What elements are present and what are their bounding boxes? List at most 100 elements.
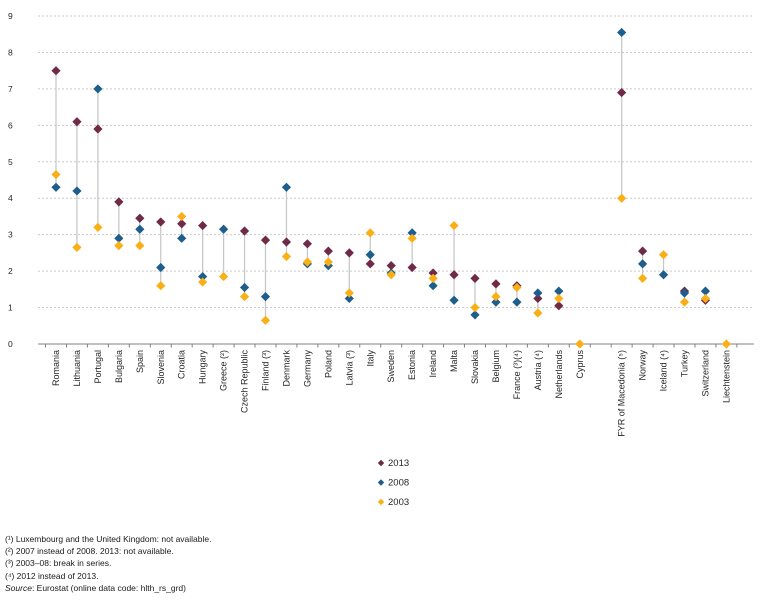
country-column: FYR of Macedonia (⁵) — [617, 27, 627, 437]
country-column: Italy — [365, 228, 375, 367]
data-point-2003 — [51, 169, 61, 180]
country-column: Romania — [51, 66, 61, 386]
data-point-2003 — [260, 315, 271, 325]
country-column: France (³)(⁴) — [512, 281, 522, 399]
data-point-2008 — [239, 282, 250, 293]
data-point-2003 — [365, 228, 375, 238]
y-axis-labels: 0 1 2 3 4 5 6 7 8 9 — [8, 11, 13, 349]
data-point-2013 — [365, 259, 375, 269]
x-category-label: Greece (²) — [219, 350, 229, 391]
data-point-2008 — [617, 27, 627, 38]
country-column: Austria (⁴) — [533, 288, 543, 390]
x-category-label: Poland — [323, 350, 333, 378]
x-category-label: Malta — [449, 350, 459, 372]
data-point-2008 — [93, 84, 103, 94]
x-category-label: France (³)(⁴) — [512, 350, 522, 399]
data-point-2013 — [114, 197, 124, 207]
data-point-2013 — [386, 261, 396, 271]
country-column: Turkey — [679, 286, 690, 377]
country-column: Croatia — [177, 211, 187, 379]
data-point-2003 — [491, 292, 501, 302]
data-point-2003 — [554, 293, 564, 304]
data-point-2008 — [512, 297, 522, 307]
x-category-label: FYR of Macedonia (⁵) — [617, 350, 627, 437]
legend-marker-2008 — [377, 479, 385, 486]
country-column: Denmark — [281, 182, 291, 387]
data-point-2013 — [407, 262, 417, 273]
data-point-2008 — [638, 259, 648, 269]
data-point-2003 — [93, 222, 103, 232]
x-category-label: Switzerland — [700, 350, 710, 397]
data-point-2013 — [239, 226, 250, 236]
country-column: Norway — [638, 246, 648, 381]
x-category-label: Slovakia — [470, 350, 480, 384]
dentists-chart: 0 1 2 3 4 5 6 7 8 9 Romania Lithuania Portugal Bulgar… — [8, 11, 754, 508]
source-text: : Eurostat (online data code: hlth_rs_gr… — [31, 582, 186, 593]
data-point-2003 — [407, 233, 417, 243]
data-point-2003 — [135, 241, 145, 251]
data-point-2013 — [449, 270, 459, 280]
country-column: Czech Republic — [240, 226, 250, 413]
country-column: Iceland (⁴) — [659, 250, 669, 391]
data-point-2003 — [679, 297, 690, 307]
data-point-2008 — [658, 270, 669, 280]
country-column: Portugal — [93, 84, 103, 384]
data-point-2003 — [386, 270, 396, 280]
data-point-2013 — [302, 239, 312, 249]
y-tick-label: 9 — [8, 11, 13, 21]
data-point-2013 — [135, 213, 145, 223]
country-column: Belgium — [491, 279, 501, 383]
data-point-2008 — [198, 271, 208, 282]
country-column: Greece (²) — [219, 224, 229, 391]
data-point-2008 — [177, 233, 187, 243]
data-point-2003 — [428, 273, 438, 284]
data-point-2008 — [114, 233, 124, 243]
data-point-2003 — [575, 339, 585, 349]
legend-label-2013: 2013 — [388, 458, 409, 469]
y-tick-label: 2 — [8, 266, 13, 276]
country-column: Cyprus — [575, 339, 585, 379]
country-column: Finland (³) — [260, 235, 271, 391]
x-category-label: Lithuania — [72, 350, 82, 387]
y-tick-label: 8 — [8, 47, 13, 57]
country-column: Spain — [135, 213, 145, 373]
footnote-2: (²) 2007 instead of 2008. 2013: not avai… — [5, 546, 174, 557]
data-point-2013 — [198, 220, 208, 231]
x-category-label: Bulgaria — [114, 350, 124, 383]
data-point-2008 — [135, 224, 145, 234]
x-category-label: Estonia — [407, 350, 417, 380]
legend-marker-2013 — [377, 459, 385, 467]
x-category-label: Germany — [302, 350, 312, 388]
data-point-2008 — [260, 292, 271, 302]
data-point-2013 — [617, 87, 627, 98]
data-point-2003 — [617, 193, 627, 203]
country-column: Poland — [323, 246, 333, 378]
data-point-2013 — [156, 217, 166, 227]
data-point-2008 — [344, 293, 354, 304]
x-category-label: Portugal — [93, 350, 103, 384]
footnote-1: (¹) Luxembourg and the United Kingdom: n… — [5, 534, 212, 544]
data-point-2003 — [302, 257, 312, 267]
footnotes-block: (¹) Luxembourg and the United Kingdom: n… — [5, 533, 211, 594]
country-column: Bulgaria — [114, 197, 124, 383]
x-category-label: Czech Republic — [240, 350, 250, 414]
legend: 2013 2008 2003 — [377, 458, 409, 508]
x-category-label: Ireland — [428, 350, 438, 378]
data-point-2013 — [428, 268, 438, 278]
country-column: Germany — [302, 239, 312, 387]
country-column: Lithuania — [72, 117, 82, 387]
data-point-2003 — [638, 273, 648, 284]
data-point-2013 — [470, 273, 480, 284]
country-column: Ireland — [428, 268, 438, 378]
source-line: Source: Eurostat (online data code: hlth… — [5, 582, 211, 594]
data-point-2008 — [491, 297, 501, 307]
data-point-2013 — [177, 219, 187, 229]
data-point-2003 — [323, 257, 333, 267]
y-tick-label: 6 — [8, 120, 13, 130]
data-point-2008 — [51, 182, 61, 192]
data-point-2003 — [449, 220, 459, 231]
x-category-label: Finland (³) — [261, 350, 271, 391]
data-point-2003 — [470, 302, 480, 313]
data-point-2008 — [533, 288, 543, 298]
